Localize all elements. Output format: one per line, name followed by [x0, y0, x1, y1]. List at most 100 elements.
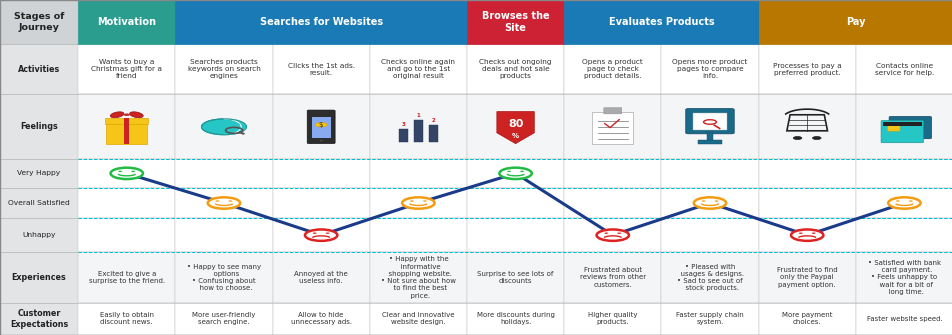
Text: Annoyed at the
useless info.: Annoyed at the useless info.	[294, 271, 347, 284]
Text: Allow to hide
unnecessary ads.: Allow to hide unnecessary ads.	[290, 313, 351, 325]
FancyBboxPatch shape	[855, 303, 952, 335]
Circle shape	[423, 200, 426, 202]
Circle shape	[215, 200, 219, 202]
FancyBboxPatch shape	[369, 303, 466, 335]
FancyBboxPatch shape	[369, 218, 466, 252]
FancyBboxPatch shape	[758, 252, 855, 303]
Circle shape	[701, 200, 704, 202]
FancyBboxPatch shape	[175, 0, 466, 44]
FancyBboxPatch shape	[175, 218, 272, 252]
Circle shape	[617, 232, 621, 234]
Text: Motivation: Motivation	[97, 17, 156, 27]
Circle shape	[693, 197, 725, 209]
FancyBboxPatch shape	[661, 303, 758, 335]
Circle shape	[228, 200, 232, 202]
FancyBboxPatch shape	[307, 110, 335, 143]
Circle shape	[201, 119, 247, 135]
Circle shape	[131, 171, 135, 172]
Text: • Happy to see many
  options
• Confusing about
  how to choose.: • Happy to see many options • Confusing …	[187, 264, 261, 291]
FancyBboxPatch shape	[78, 159, 175, 188]
FancyBboxPatch shape	[311, 117, 330, 138]
FancyBboxPatch shape	[758, 188, 855, 218]
Circle shape	[110, 168, 143, 179]
FancyBboxPatch shape	[758, 94, 855, 159]
FancyBboxPatch shape	[0, 218, 78, 252]
Circle shape	[908, 200, 912, 202]
FancyBboxPatch shape	[466, 303, 564, 335]
Circle shape	[118, 171, 122, 172]
FancyBboxPatch shape	[398, 129, 407, 142]
FancyBboxPatch shape	[175, 159, 272, 188]
Circle shape	[798, 232, 802, 234]
Circle shape	[811, 232, 815, 234]
FancyBboxPatch shape	[564, 159, 661, 188]
FancyBboxPatch shape	[0, 159, 78, 188]
FancyBboxPatch shape	[661, 252, 758, 303]
Circle shape	[520, 171, 524, 172]
FancyBboxPatch shape	[369, 188, 466, 218]
Text: Activities: Activities	[18, 65, 60, 74]
FancyBboxPatch shape	[466, 218, 564, 252]
Text: Browses the
Site: Browses the Site	[482, 11, 548, 33]
Circle shape	[714, 200, 718, 202]
FancyBboxPatch shape	[78, 0, 175, 44]
FancyBboxPatch shape	[564, 0, 758, 44]
Text: Experiences: Experiences	[11, 273, 67, 282]
Circle shape	[409, 200, 413, 202]
FancyBboxPatch shape	[564, 252, 661, 303]
FancyBboxPatch shape	[175, 94, 272, 159]
Text: • Pleased with
  usages & designs.
• Sad to see out of
  stock products.: • Pleased with usages & designs. • Sad t…	[675, 264, 744, 291]
Text: Stages of
Journey: Stages of Journey	[14, 12, 64, 32]
FancyBboxPatch shape	[564, 188, 661, 218]
Text: Clicks the 1st ads.
result.: Clicks the 1st ads. result.	[288, 63, 354, 76]
FancyBboxPatch shape	[886, 123, 899, 131]
FancyBboxPatch shape	[272, 303, 369, 335]
FancyBboxPatch shape	[175, 0, 272, 44]
Text: Excited to give a
surprise to the friend.: Excited to give a surprise to the friend…	[89, 271, 165, 284]
Text: Unhappy: Unhappy	[22, 232, 56, 238]
FancyBboxPatch shape	[175, 188, 272, 218]
FancyBboxPatch shape	[466, 188, 564, 218]
Circle shape	[312, 232, 316, 234]
Circle shape	[124, 114, 129, 116]
Text: Searches for Websites: Searches for Websites	[259, 17, 383, 27]
FancyBboxPatch shape	[124, 118, 129, 144]
Text: • Satisfied with bank
  card payment.
• Feels unhappy to
  wait for a bit of
  l: • Satisfied with bank card payment. • Fe…	[867, 260, 940, 295]
Text: Feelings: Feelings	[20, 122, 58, 131]
FancyBboxPatch shape	[758, 218, 855, 252]
Circle shape	[887, 197, 920, 209]
Circle shape	[315, 123, 327, 127]
FancyBboxPatch shape	[272, 188, 369, 218]
Text: Processes to pay a
preferred product.: Processes to pay a preferred product.	[772, 63, 841, 76]
FancyBboxPatch shape	[369, 252, 466, 303]
FancyBboxPatch shape	[466, 0, 564, 44]
FancyBboxPatch shape	[78, 218, 175, 252]
FancyBboxPatch shape	[272, 44, 369, 94]
Text: Contacts online
service for help.: Contacts online service for help.	[874, 63, 933, 76]
FancyBboxPatch shape	[369, 159, 466, 188]
FancyBboxPatch shape	[466, 252, 564, 303]
Circle shape	[499, 168, 531, 179]
Ellipse shape	[110, 112, 124, 118]
FancyBboxPatch shape	[661, 44, 758, 94]
Text: Surprise to see lots of
discounts: Surprise to see lots of discounts	[477, 271, 553, 284]
FancyBboxPatch shape	[272, 0, 369, 44]
FancyBboxPatch shape	[692, 113, 726, 130]
FancyBboxPatch shape	[466, 0, 564, 44]
FancyBboxPatch shape	[604, 108, 621, 114]
Circle shape	[319, 140, 323, 141]
FancyBboxPatch shape	[564, 44, 661, 94]
FancyBboxPatch shape	[272, 252, 369, 303]
FancyBboxPatch shape	[758, 44, 855, 94]
FancyBboxPatch shape	[855, 0, 952, 44]
Text: Customer
Expectations: Customer Expectations	[10, 309, 69, 329]
Circle shape	[790, 229, 823, 241]
Text: Searches products
keywords on search
engines: Searches products keywords on search eng…	[188, 59, 260, 79]
FancyBboxPatch shape	[661, 159, 758, 188]
FancyBboxPatch shape	[106, 118, 148, 124]
Text: 2: 2	[431, 119, 435, 124]
Text: 80: 80	[507, 119, 523, 129]
FancyBboxPatch shape	[883, 122, 921, 126]
Text: Opens a product
page to check
product details.: Opens a product page to check product de…	[582, 59, 643, 79]
FancyBboxPatch shape	[413, 120, 423, 142]
